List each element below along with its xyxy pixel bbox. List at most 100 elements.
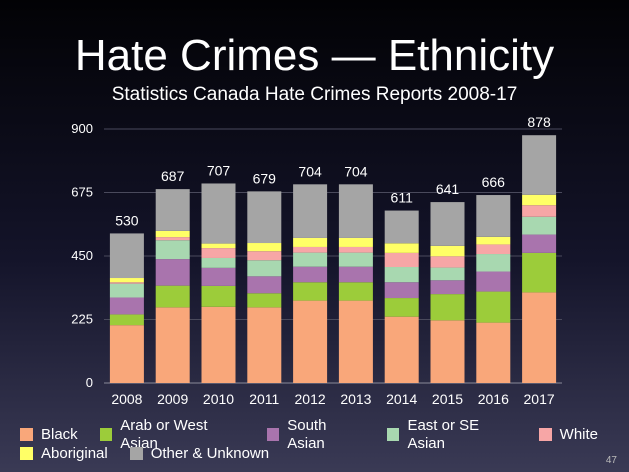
y-tick-label: 225 <box>71 312 93 327</box>
legend-item-south-asian: South Asian <box>266 416 365 453</box>
bar-segment <box>430 280 465 295</box>
legend-label-south-asian: South Asian <box>287 416 327 452</box>
bar-segment <box>338 266 373 283</box>
bar-segment <box>338 282 373 301</box>
bar-segment <box>384 252 419 268</box>
x-tick-label: 2009 <box>157 391 188 407</box>
bar-segment <box>155 189 190 231</box>
stacked-bar-chart: 0 225 450 675 900 530 2008 687 2009 707 2010 679 201… <box>71 114 562 407</box>
y-tick-label: 900 <box>71 121 93 136</box>
bar-segment <box>247 276 282 294</box>
bar-segment <box>155 285 190 308</box>
bar-segment <box>109 233 144 279</box>
bar-segment <box>430 256 465 268</box>
slide-title: Hate Crimes — Ethnicity <box>74 31 555 80</box>
bar-segment <box>476 291 511 323</box>
bar-segment <box>109 314 144 326</box>
x-tick-label: 2008 <box>111 391 142 407</box>
legend-item-black: Black <box>20 426 78 444</box>
bar-segment <box>476 236 511 245</box>
bar-segment <box>476 244 511 255</box>
x-tick-label: 2013 <box>340 391 371 407</box>
x-tick-label: 2012 <box>295 391 326 407</box>
bar-segment <box>247 251 282 261</box>
bar-segment <box>109 278 144 283</box>
legend-swatch-arab-west-asian <box>99 428 113 441</box>
legend-item-white: White <box>538 425 598 444</box>
legend-item-arab-west-asian: Arab or West Asian <box>99 416 245 453</box>
legend-swatch-east-se-asian <box>386 428 400 441</box>
bar-total-label: 687 <box>161 168 185 184</box>
bar-segment <box>476 254 511 272</box>
bar-segment <box>201 285 236 307</box>
legend-item-aboriginal: Aboriginal <box>20 445 108 463</box>
legend-label-white: White <box>559 425 598 443</box>
bar-segment <box>384 267 419 283</box>
bar-segment <box>247 293 282 308</box>
bar-segment <box>247 307 282 383</box>
bar-segment <box>201 183 236 244</box>
bar-segment <box>201 257 236 268</box>
legend-row-2: Aboriginal Other & Unknown <box>20 444 620 463</box>
legend-row-1: Black Arab or West Asian South Asian Eas… <box>20 417 620 452</box>
y-tick-label: 450 <box>71 248 93 263</box>
bar-segment <box>155 237 190 241</box>
legend-swatch-black <box>20 428 33 441</box>
bar-total-label: 641 <box>436 181 460 197</box>
bar-total-label: 666 <box>482 174 506 190</box>
legend-label-black: Black <box>41 425 78 443</box>
bar-total-label: 707 <box>207 162 231 178</box>
bar-segment <box>522 194 557 206</box>
legend-label-arab-west-asian: Arab or West Asian <box>120 416 208 452</box>
x-tick-label: 2011 <box>249 391 279 407</box>
bar-segment <box>430 245 465 257</box>
bar-segment <box>155 259 190 286</box>
bar-segment <box>293 246 328 253</box>
bar-segment <box>522 205 557 217</box>
slide-number: 47 <box>605 455 617 466</box>
legend-swatch-south-asian <box>266 428 280 441</box>
y-tick-label: 675 <box>71 185 93 200</box>
bar-segment <box>293 266 328 283</box>
bar-segment <box>384 298 419 317</box>
bar-segment <box>384 243 419 253</box>
legend-swatch-aboriginal <box>20 447 33 460</box>
bar-segment <box>522 292 557 383</box>
bar-segment <box>384 282 419 299</box>
bar-segment <box>522 252 557 293</box>
bar-segment <box>384 316 419 383</box>
bar-segment <box>293 184 328 238</box>
bar-segment <box>109 297 144 315</box>
bar-segment <box>293 237 328 247</box>
bar-segment <box>293 252 328 267</box>
x-tick-label: 2016 <box>478 391 509 407</box>
bar-segment <box>384 210 419 244</box>
x-tick-label: 2014 <box>386 391 417 407</box>
bar-segment <box>247 243 282 252</box>
bar-segment <box>201 267 236 286</box>
bar-total-label: 704 <box>344 163 368 179</box>
legend-item-other-unknown: Other & Unknown <box>129 444 270 463</box>
bar-total-label: 704 <box>298 163 322 179</box>
bar-segment <box>155 230 190 238</box>
bar-total-label: 530 <box>115 212 139 228</box>
bar-segment <box>338 300 373 383</box>
bar-segment <box>155 307 190 383</box>
x-tick-label: 2010 <box>203 391 234 407</box>
bar-segment <box>430 267 465 281</box>
bar-segment <box>201 306 236 383</box>
bar-segment <box>338 252 373 267</box>
bar-segment <box>476 322 511 383</box>
bar-segment <box>293 300 328 383</box>
bar-total-label: 878 <box>527 114 551 130</box>
bar-segment <box>476 195 511 237</box>
bar-segment <box>338 246 373 253</box>
bar-segment <box>247 260 282 277</box>
legend-label-aboriginal: Aboriginal <box>41 444 108 462</box>
y-tick-label: 0 <box>86 375 93 390</box>
bar-segment <box>430 320 465 383</box>
bar-segment <box>430 294 465 321</box>
bar-total-label: 679 <box>253 170 277 186</box>
legend-label-other-unknown: Other & Unknown <box>150 444 270 462</box>
bar-segment <box>522 234 557 253</box>
